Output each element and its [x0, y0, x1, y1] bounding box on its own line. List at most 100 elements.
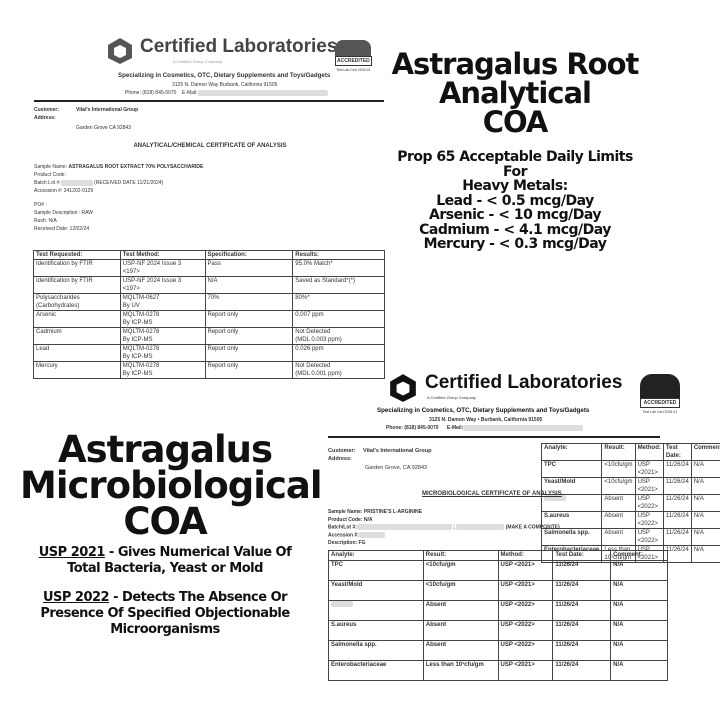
- table-row: Salmonella spp. Absent USP <2022> 11/26/24 N…: [328, 640, 668, 661]
- table-row: Polysaccharides (Carbohydrates) MQLTM-062…: [33, 293, 385, 311]
- table-cell: 11/26/24: [552, 640, 612, 661]
- micro-results-table: Analyte: Result: Method: Test Date: Comment:…: [328, 550, 668, 681]
- analytical-coa-document: Certified Laboratories A Certified Group…: [30, 30, 390, 380]
- table-cell: Not Detected (MDL 0.001 ppm): [292, 361, 385, 379]
- column-header: Test Requested:: [33, 250, 121, 260]
- contact-line: Phone: (818) 845-0070 E-Mail:: [125, 89, 328, 97]
- table-cell: 11/26/24: [552, 580, 612, 601]
- table-cell: Enterobacteriaceae: [328, 660, 424, 681]
- accredited-badge: ACCREDITED Test Lab Cert 2034.01: [335, 40, 372, 74]
- lab-tagline: A Certified Group Company: [173, 59, 222, 64]
- table-cell: N/A: [690, 460, 720, 478]
- table-cell: Pass: [204, 259, 294, 277]
- table-cell: MQLTM-0627 By UV: [119, 293, 206, 311]
- table-cell: MQLTM-0278 By ICP-MS: [119, 344, 206, 362]
- lab-tagline: A Certified Group Company: [427, 395, 476, 400]
- table-cell: USP <2022>: [634, 511, 664, 529]
- table-header-row: Test Requested: Test Method: Specification…: [33, 250, 385, 260]
- table-cell: USP <2022>: [497, 600, 554, 621]
- table-cell: Report only: [204, 344, 294, 362]
- table-cell: USP <2022>: [634, 528, 664, 546]
- astragalus-micro-heading: Astragalus Microbiological COA: [20, 428, 323, 543]
- document-title: MICROBIOLOGICAL CERTIFICATE OF ANALYSIS: [422, 491, 562, 497]
- lab-name: Certified Laboratories: [140, 36, 338, 57]
- table-row: Mercury MQLTM-0278 By ICP-MS Report only No…: [33, 361, 385, 379]
- table-cell: Report only: [204, 327, 294, 345]
- table-cell: Absent: [601, 494, 636, 512]
- prop65-limits: Prop 65 Acceptable Daily Limits For Heav…: [397, 149, 633, 252]
- address-label: Address:: [34, 115, 56, 121]
- table-cell: USP <2022>: [497, 640, 554, 661]
- table-cell: N/A: [204, 276, 294, 294]
- table-cell: USP <2022>: [634, 494, 664, 512]
- table-row: Lead MQLTM-0278 By ICP-MS Report only 0.026…: [33, 344, 385, 362]
- table-cell: Identification by FTIR: [33, 276, 121, 294]
- divider: [34, 100, 384, 102]
- column-header: Test Method:: [119, 250, 206, 260]
- micro-coa-document: Certified Laboratories A Certified Group…: [310, 370, 720, 700]
- table-row: Salmonella spp. Absent USP <2022> 11/26/24 N…: [540, 528, 720, 546]
- table-cell: Yeast/Mold: [328, 580, 424, 601]
- document-title: ANALYTICAL/CHEMICAL CERTIFICATE OF ANALY…: [133, 143, 287, 149]
- table-cell: N/A: [690, 545, 720, 563]
- table-cell: N/A: [690, 511, 720, 529]
- table-cell: Report only: [204, 361, 294, 379]
- table-row: Enterobacteriaceae Less than 10¹cfu/gm USP…: [328, 660, 668, 681]
- table-cell: N/A: [610, 640, 668, 661]
- table-cell: N/A: [690, 477, 720, 495]
- table-cell: Report only: [204, 310, 294, 328]
- lab-name: Certified Laboratories: [425, 372, 623, 393]
- sample-info: Sample Name: ASTRAGALUS ROOT EXTRACT 70%…: [34, 164, 204, 232]
- usp-2022-note: USP 2022 - Detects The Absence Or Presen…: [40, 590, 290, 637]
- table-cell: MQLTM-0278 By ICP-MS: [119, 327, 206, 345]
- column-header: Specification:: [204, 250, 294, 260]
- contact-line: Phone: (818) 845-0070 E-Mail:: [386, 424, 584, 432]
- table-cell: N/A: [610, 560, 668, 581]
- address-line: 3125 N. Damon Way • Burbank, California …: [429, 417, 543, 423]
- table-cell: 0.026 ppm: [292, 344, 385, 362]
- table-row: Cadmium MQLTM-0278 By ICP-MS Report only No…: [33, 327, 385, 345]
- table-cell: 70%: [204, 293, 294, 311]
- table-row: Yeast/Mold <10cfu/gm USP <2021> 11/26/24 N/A: [328, 580, 668, 601]
- divider: [328, 436, 660, 438]
- table-cell: USP <2022>: [497, 620, 554, 641]
- table-cell: Absent: [422, 600, 499, 621]
- table-cell: USP-NF 2024 Issue 3 <197>: [119, 276, 206, 294]
- table-cell: 11/26/24: [552, 660, 612, 681]
- table-cell: Less than 10¹cfu/gm: [422, 660, 499, 681]
- table-cell: 11/26/24: [662, 528, 692, 546]
- table-cell: [328, 600, 424, 621]
- analytical-results-table: Test Requested: Test Method: Specification…: [33, 250, 385, 379]
- table-cell: <10cfu/gm: [422, 560, 499, 581]
- customer-name: Vital's International Group: [76, 107, 139, 113]
- table-cell: Arsenic: [33, 310, 121, 328]
- table-cell: MQLTM-0278 By ICP-MS: [119, 310, 206, 328]
- table-row: Arsenic MQLTM-0278 By ICP-MS Report only 0.…: [33, 310, 385, 328]
- customer-address: Garden Grove, CA 92843: [365, 465, 428, 471]
- address-line: 3125 N. Damon Way Burbank, California 91…: [172, 82, 278, 88]
- address-label: Address:: [328, 456, 352, 462]
- lab-logo-icon: [108, 38, 132, 64]
- lab-logo-icon: [390, 374, 416, 402]
- table-row: Identification by FTIR USP-NF 2024 Issue …: [33, 259, 385, 277]
- table-row: S.aureus Absent USP <2022> 11/26/24 N/A: [328, 620, 668, 641]
- table-cell: Lead: [33, 344, 121, 362]
- column-header: Results:: [292, 250, 385, 260]
- table-cell: Salmonella spp.: [328, 640, 424, 661]
- astragalus-root-heading: Astragalus Root Analytical COA: [391, 47, 640, 139]
- table-cell: Polysaccharides (Carbohydrates): [33, 293, 121, 311]
- table-cell: 11/26/24: [552, 620, 612, 641]
- column-header: Analyte:: [540, 443, 603, 461]
- table-row: Absent USP <2022> 11/26/24 N/A: [540, 494, 720, 512]
- table-cell: 95.0% Match*: [292, 259, 385, 277]
- table-cell: USP <2021>: [497, 560, 554, 581]
- table-cell: TPC: [540, 460, 603, 478]
- column-header: Analyte:: [328, 550, 424, 561]
- table-cell: USP <2021>: [497, 660, 554, 681]
- sample-info: Sample Name: PRISTINE'S L-ARGININE Produ…: [328, 509, 560, 546]
- table-header-row: Analyte:Result:Method:Test Date:Comment:: [540, 443, 720, 461]
- table-header-row: Analyte:Result:Method:Test Date:Comment:: [328, 550, 668, 561]
- table-cell: N/A: [610, 600, 668, 621]
- table-row: Yeast/Mold <10cfu/gm USP <2021> 11/26/24 N/A: [540, 477, 720, 495]
- column-header: Comment:: [610, 550, 668, 561]
